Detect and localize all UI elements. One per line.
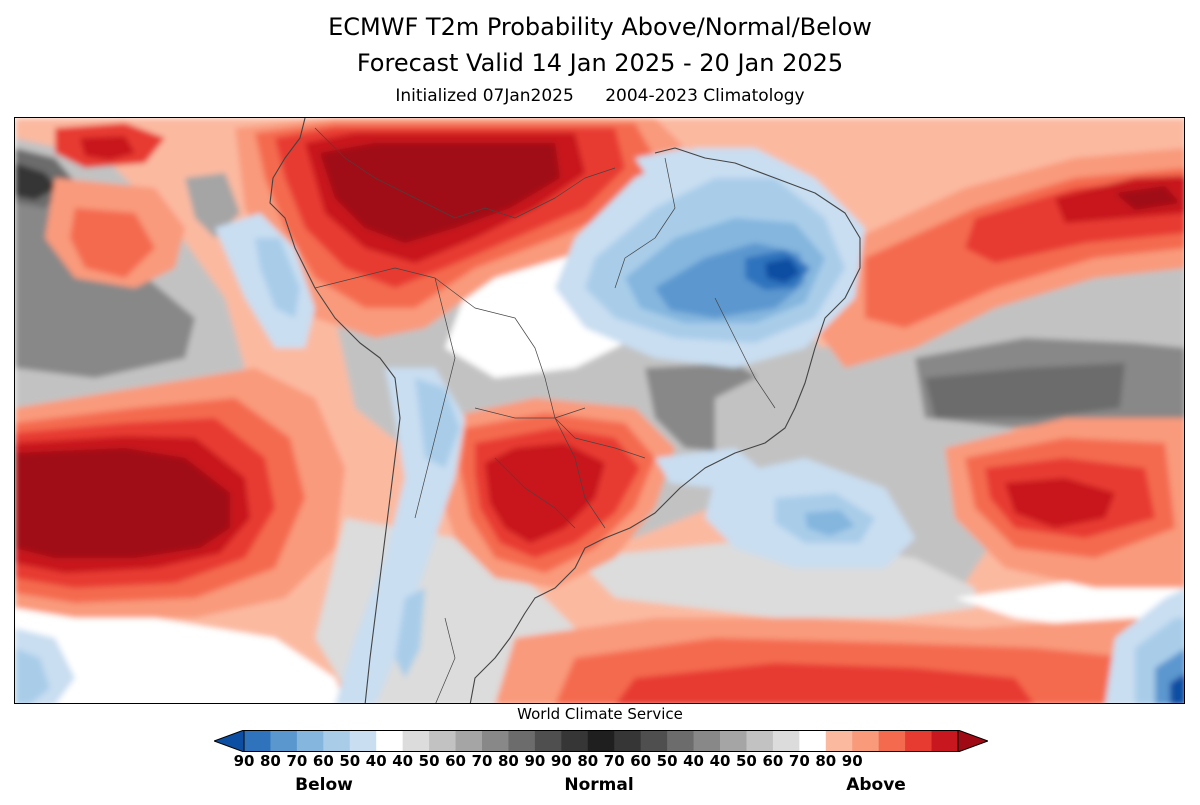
legend-swatch [244, 730, 271, 752]
legend-tick-label: 60 [312, 752, 334, 770]
legend-tick-label: 40 [392, 752, 414, 770]
above-80-northwest-corner [80, 136, 135, 160]
probability-shading [15, 118, 1184, 703]
below-50-andes-south [395, 588, 425, 678]
credit-label: World Climate Service [517, 705, 683, 723]
legend-tick-label: 90 [550, 752, 572, 770]
probability-map-canvas [15, 118, 1184, 703]
normal-zone-mid-atlantic-dark [925, 363, 1125, 418]
above-80-north-atlantic [1055, 176, 1184, 223]
above-70-southern-band [616, 663, 1034, 703]
legend-below-label: Below [295, 775, 353, 795]
legend-tick-label: 90 [841, 752, 863, 770]
map-title: ECMWF T2m Probability Above/Normal/Below [328, 13, 872, 41]
legend-tick-labels: 90 80 70 60 50 40 40 50 60 70 80 90 90 80 70 60 50 40 40 50… [0, 752, 1200, 772]
below-50-southwest-corner [15, 648, 50, 703]
legend-swatch [376, 730, 404, 752]
above-90-north-atlantic [1115, 186, 1180, 210]
above-80-south-atlantic [1005, 478, 1115, 528]
legend-tick-label: 80 [260, 752, 281, 770]
legend-tick-label: 60 [762, 752, 784, 770]
legend-swatch [296, 730, 324, 752]
legend-tick-label: 70 [471, 752, 493, 770]
legend-swatch [746, 730, 774, 752]
legend-tick-label: 70 [788, 752, 810, 770]
legend-tick-label: 50 [418, 752, 440, 770]
legend-swatch [323, 730, 351, 752]
legend-colorbar [214, 730, 988, 752]
probability-map [14, 117, 1185, 704]
legend-tick-label: 80 [815, 752, 837, 770]
legend-tick-label: 50 [656, 752, 678, 770]
legend-swatch [640, 730, 668, 752]
legend-swatch [852, 730, 880, 752]
legend-normal-label: Normal [564, 775, 634, 795]
below-50-chile-andes [415, 378, 460, 468]
above-80-paraguay [485, 443, 605, 543]
normal-zone-west-pacific-darkest [15, 163, 57, 200]
legend-swatch [508, 730, 536, 752]
legend-above-label: Above [846, 775, 906, 795]
legend-swatch [905, 730, 933, 752]
legend-swatch [693, 730, 721, 752]
below-90-northeast-brazil [765, 258, 800, 283]
legend-swatch [534, 730, 562, 752]
legend-tick-label: 60 [630, 752, 652, 770]
legend-swatch [931, 730, 959, 752]
legend-swatch [455, 730, 483, 752]
country-borders [314, 127, 776, 703]
initialized-date: Initialized 07Jan2025 [395, 86, 574, 106]
legend-swatch [270, 730, 298, 752]
map-subtitle: Initialized 07Jan2025 2004-2023 Climatol… [0, 86, 1200, 106]
white-zone-southern-pacific [15, 608, 345, 703]
legend-swatch [561, 730, 589, 752]
legend-swatch-below-90 [214, 730, 245, 752]
legend-tick-label: 70 [603, 752, 625, 770]
legend-tick-label: 90 [524, 752, 546, 770]
legend-swatch [429, 730, 457, 752]
legend-swatch [878, 730, 906, 752]
legend-tick-label: 50 [339, 752, 361, 770]
white-zone-southern-atlantic [955, 578, 1184, 628]
legend-swatch [614, 730, 642, 752]
legend-swatch [667, 730, 695, 752]
legend-tick-label: 50 [736, 752, 757, 770]
above-60-northwest-pacific [70, 208, 155, 278]
legend-swatch [772, 730, 800, 752]
legend-tick-label: 40 [683, 752, 704, 770]
below-60-southeast-atlantic [805, 510, 855, 536]
south-america-coastline [269, 118, 861, 703]
below-40-brazil-coast [655, 448, 765, 488]
normal-zone-peru-coast [185, 173, 240, 238]
legend-tick-label: 70 [286, 752, 308, 770]
below-90-southeast-corner [1170, 674, 1184, 703]
legend-tick-label: 60 [445, 752, 466, 770]
climatology-period: 2004-2023 Climatology [605, 86, 805, 106]
legend-swatch [825, 730, 853, 752]
above-90-east-pacific [15, 448, 230, 558]
legend-swatch [587, 730, 615, 752]
legend-frame [243, 730, 959, 752]
coastlines [269, 118, 861, 703]
legend-swatch [799, 730, 827, 752]
legend-tick-label: 80 [577, 752, 599, 770]
above-90-north-peru [320, 143, 560, 243]
legend-swatch [482, 730, 509, 752]
legend-tick-label: 40 [365, 752, 387, 770]
legend-tick-label: 90 [233, 752, 255, 770]
legend-swatch-above-90 [957, 730, 988, 752]
forecast-valid-period: Forecast Valid 14 Jan 2025 - 20 Jan 2025 [356, 49, 844, 77]
legend-swatch [402, 730, 430, 752]
legend-swatch [349, 730, 377, 752]
below-40-north-coast [635, 148, 715, 188]
legend-tick-label: 80 [498, 752, 519, 770]
legend-swatch [720, 730, 747, 752]
legend-tick-label: 40 [709, 752, 731, 770]
below-50-ecuador-andes [255, 238, 300, 318]
